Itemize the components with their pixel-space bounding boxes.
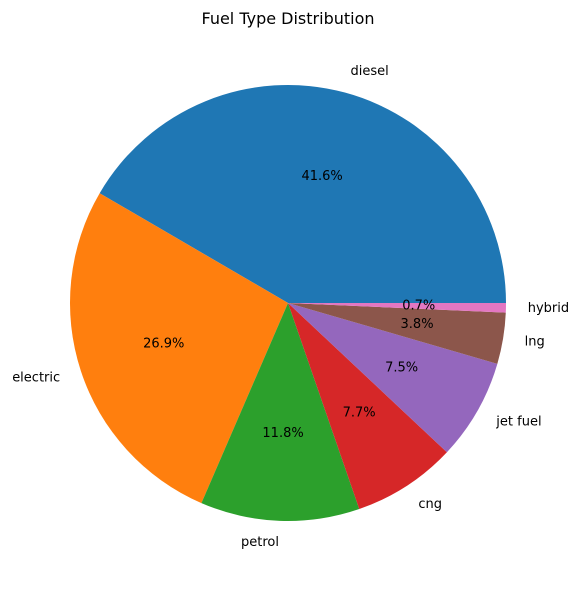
slices-layer	[69, 84, 507, 521]
slice-label-electric: electric	[12, 370, 60, 385]
labels-layer: diesel 41.6% electric 26.9% petrol 11.8% cng 7.…	[12, 64, 569, 550]
slice-label-jet-fuel: jet fuel	[495, 414, 541, 429]
slice-label-petrol: petrol	[241, 535, 279, 550]
slice-percent-jet-fuel: 7.5%	[385, 360, 418, 375]
slice-percent-lng: 3.8%	[401, 317, 434, 332]
slice-percent-electric: 26.9%	[143, 336, 184, 351]
pie-slice-hybrid	[288, 303, 507, 313]
pie-slice-cng	[288, 303, 447, 510]
pie-slice-electric	[69, 193, 288, 504]
slice-label-lng: lng	[525, 335, 545, 350]
pie-slice-lng	[288, 303, 506, 364]
pie-slice-petrol	[201, 303, 360, 521]
pie-slice-diesel	[99, 84, 507, 304]
slice-label-hybrid: hybrid	[528, 301, 569, 316]
slice-percent-cng: 7.7%	[343, 405, 376, 420]
slice-percent-hybrid: 0.7%	[402, 298, 435, 313]
slice-label-cng: cng	[418, 497, 442, 512]
pie-slice-jet-fuel	[288, 303, 498, 453]
slice-label-diesel: diesel	[351, 64, 389, 79]
slice-percent-petrol: 11.8%	[262, 426, 303, 441]
slice-percent-diesel: 41.6%	[301, 169, 342, 184]
chart-title: Fuel Type Distribution	[201, 9, 374, 28]
